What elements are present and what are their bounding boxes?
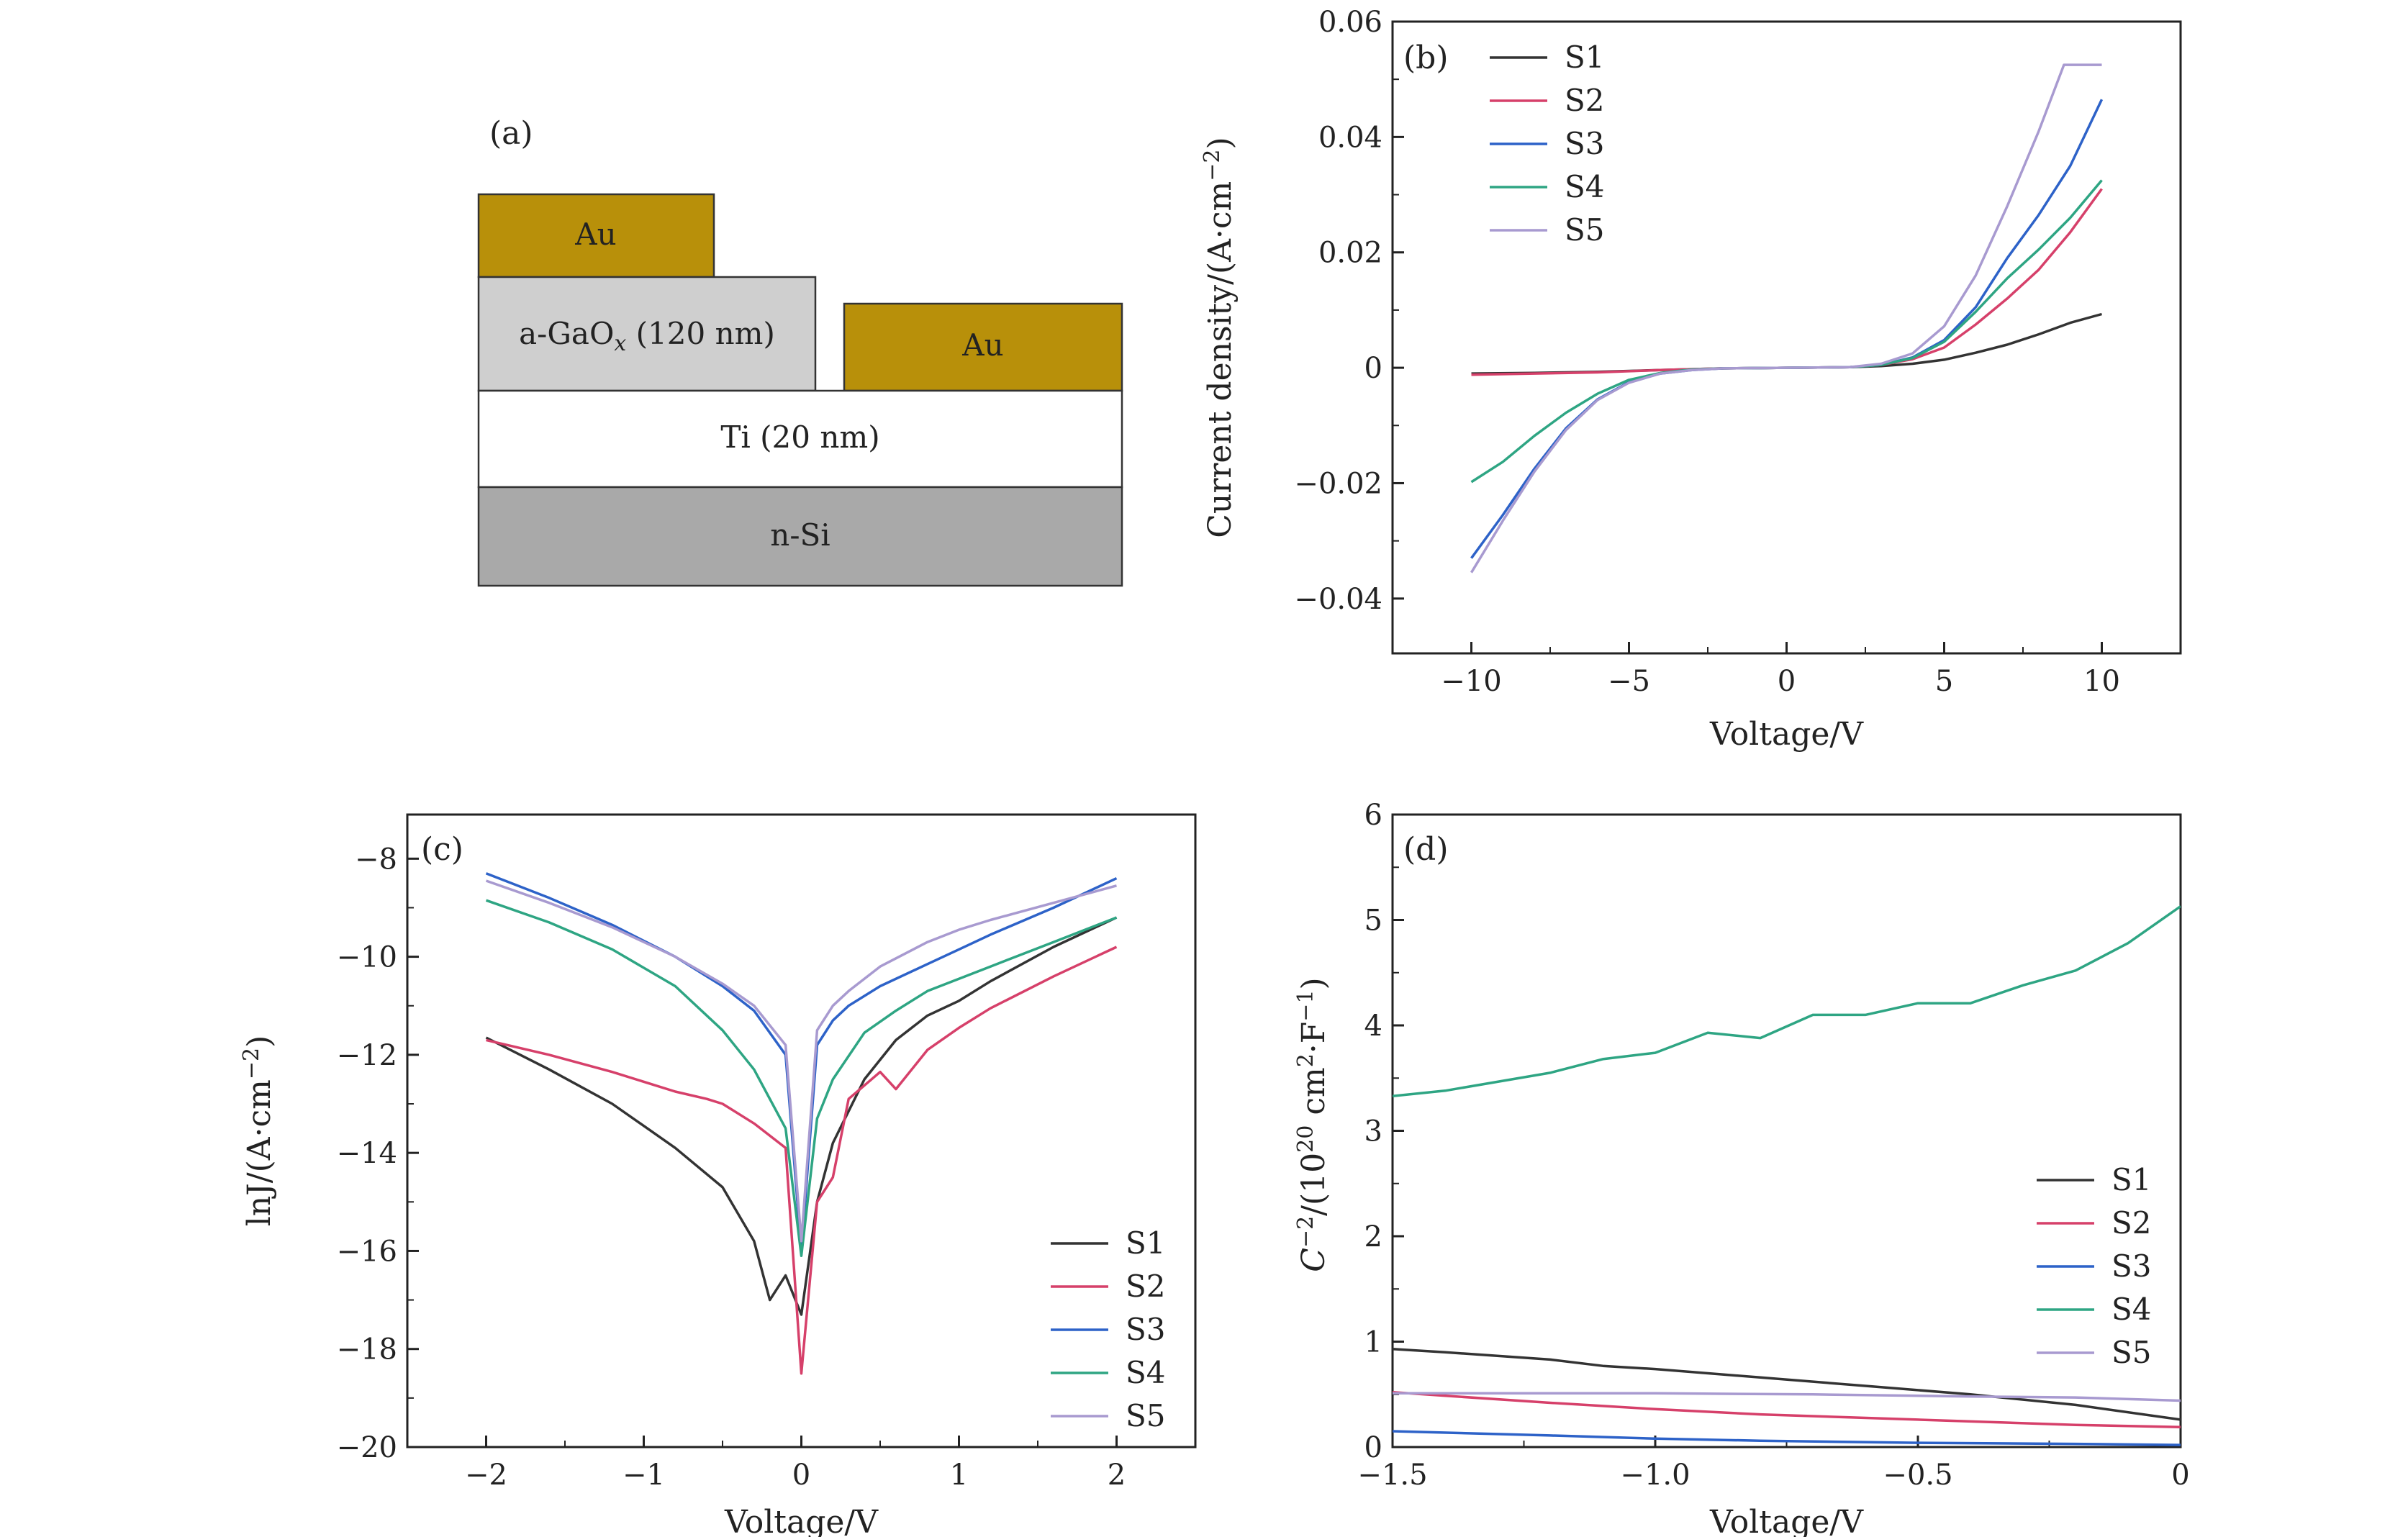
chart-d-y-tick-label: 0 (1364, 1431, 1382, 1464)
chart-c-y-tick-label: −12 (337, 1039, 397, 1072)
chart-c-y-tick-label: −8 (355, 843, 397, 876)
ti-layer-label: Ti (20 nm) (720, 420, 879, 455)
chart-b-current-density: −10 −5 0 5 10 −0.04 −0.02 0 0.02 0.04 0.06 (b) Volta… (1200, 6, 2182, 753)
chart-c-legend-label-s1: S1 (1126, 1225, 1166, 1261)
chart-d-x-axis-label: Voltage/V (1709, 1504, 1864, 1537)
chart-c-legend-label-s5: S5 (1126, 1398, 1166, 1433)
ti-layer (477, 389, 1123, 489)
chart-b-y-tick-label: 0.06 (1318, 6, 1382, 39)
chart-d-legend-label-s4: S4 (2111, 1292, 2152, 1327)
chart-b-legend-label-s3: S3 (1565, 126, 1605, 161)
device-schematic: (a) Au a-GaOx (120 nm) Au Ti (20 nm) n-S… (477, 115, 1123, 587)
chart-d-series-s3 (1393, 1430, 2181, 1446)
chart-c-x-tick-label: 2 (1108, 1459, 1126, 1492)
chart-d-x-tick-label: −1.5 (1357, 1459, 1427, 1492)
chart-d-y-tick-label: 6 (1364, 799, 1382, 832)
chart-c-series-s2 (486, 946, 1118, 1375)
chart-b-x-tick-label: 0 (1778, 665, 1796, 698)
n-si-substrate-label: n-Si (770, 517, 830, 553)
chart-d-series-s5 (1393, 1392, 2181, 1402)
chart-d-series-s2 (1393, 1391, 2181, 1428)
chart-b-y-tick-label: −0.04 (1294, 583, 1382, 616)
chart-c-x-tick-label: 0 (792, 1459, 810, 1492)
chart-d-legend-label-s2: S2 (2111, 1205, 2152, 1241)
chart-d-x-tick-label: 0 (2171, 1459, 2189, 1492)
chart-d-legend-label-s5: S5 (2111, 1335, 2152, 1370)
chart-b-legend-label-s2: S2 (1565, 83, 1605, 118)
chart-b-y-axis-label: Current density/(A·cm−2) (1200, 137, 1239, 538)
chart-c-x-tick-label: −1 (623, 1459, 665, 1492)
chart-d-series-s4 (1393, 905, 2181, 1097)
schematic-panel-label: (a) (489, 115, 533, 152)
chart-c-y-tick-label: −14 (337, 1137, 397, 1170)
chart-c-legend-label-s3: S3 (1126, 1312, 1166, 1347)
chart-b-x-tick-label: −10 (1441, 665, 1501, 698)
chart-b-legend-label-s1: S1 (1565, 40, 1605, 75)
chart-d-y-tick-label: 4 (1364, 1010, 1382, 1043)
chart-b-legend-label-s4: S4 (1565, 169, 1605, 204)
chart-d-legend-label-s3: S3 (2111, 1248, 2152, 1284)
chart-c-legend-label-s2: S2 (1126, 1269, 1166, 1304)
chart-b-x-axis-label: Voltage/V (1709, 716, 1864, 753)
chart-b-y-tick-label: 0.04 (1318, 121, 1382, 154)
chart-d-y-tick-label: 3 (1364, 1115, 1382, 1148)
chart-d-y-axis-label: C−2/(1020 cm2·F−1) (1293, 977, 1332, 1271)
chart-d-y-tick-label: 5 (1364, 904, 1382, 938)
chart-c-x-axis-label: Voltage/V (724, 1504, 879, 1537)
n-si-substrate (477, 486, 1123, 587)
chart-c-x-tick-label: −2 (465, 1459, 507, 1492)
chart-c-lnj: −2 −1 0 1 2−20−18−16−14−12−10−8 (c)Voltage/Vl… (239, 813, 1197, 1537)
chart-d-panel-label: (d) (1403, 831, 1449, 868)
au-right-electrode-label: Au (961, 327, 1003, 363)
chart-b-x-tick-label: −5 (1608, 665, 1650, 698)
chart-c-panel-label: (c) (421, 831, 463, 868)
au-top-electrode-label: Au (574, 217, 616, 252)
chart-b-series-s5 (1470, 63, 2102, 573)
chart-d-series-s1 (1393, 1348, 2181, 1421)
gaox-layer-label: a-GaOx (120 nm) (519, 316, 775, 356)
chart-b-legend-label-s5: S5 (1565, 212, 1605, 248)
chart-c-series-s5 (485, 879, 1117, 1243)
chart-c-series-s1 (485, 916, 1118, 1316)
chart-c-y-tick-label: −16 (337, 1235, 397, 1268)
au-right-electrode (843, 302, 1123, 392)
chart-c-y-tick-label: −10 (337, 941, 397, 974)
chart-c-legend-label-s4: S4 (1126, 1355, 1166, 1390)
chart-b-y-tick-label: 0 (1364, 352, 1382, 385)
chart-d-capacitance: C−2/(1020 cm2·F−1) −1.5 −1.0 −0.5 0 0 1 2 3 4 5 6 (… (1293, 799, 2190, 1537)
chart-b-y-tick-label: 0.02 (1318, 237, 1382, 270)
chart-d-x-tick-label: −0.5 (1883, 1459, 1952, 1492)
chart-b-panel-label: (b) (1403, 40, 1449, 76)
chart-d-y-tick-label: 1 (1364, 1326, 1382, 1359)
chart-c-y-tick-label: −18 (337, 1333, 397, 1366)
chart-c-series-s4 (485, 899, 1118, 1258)
chart-d-y-tick-label: 2 (1364, 1220, 1382, 1253)
chart-b-y-tick-label: −0.02 (1294, 467, 1382, 500)
chart-b-x-tick-label: 5 (1935, 665, 1953, 698)
chart-d-x-tick-label: −1.0 (1620, 1459, 1690, 1492)
chart-c-y-tick-label: −20 (337, 1431, 397, 1464)
chart-c-y-axis-label: lnJ/(A·cm−2) (239, 1035, 278, 1227)
chart-b-x-tick-label: 10 (2083, 665, 2120, 698)
chart-c-x-tick-label: 1 (950, 1459, 968, 1492)
chart-d-legend-label-s1: S1 (2111, 1162, 2152, 1197)
